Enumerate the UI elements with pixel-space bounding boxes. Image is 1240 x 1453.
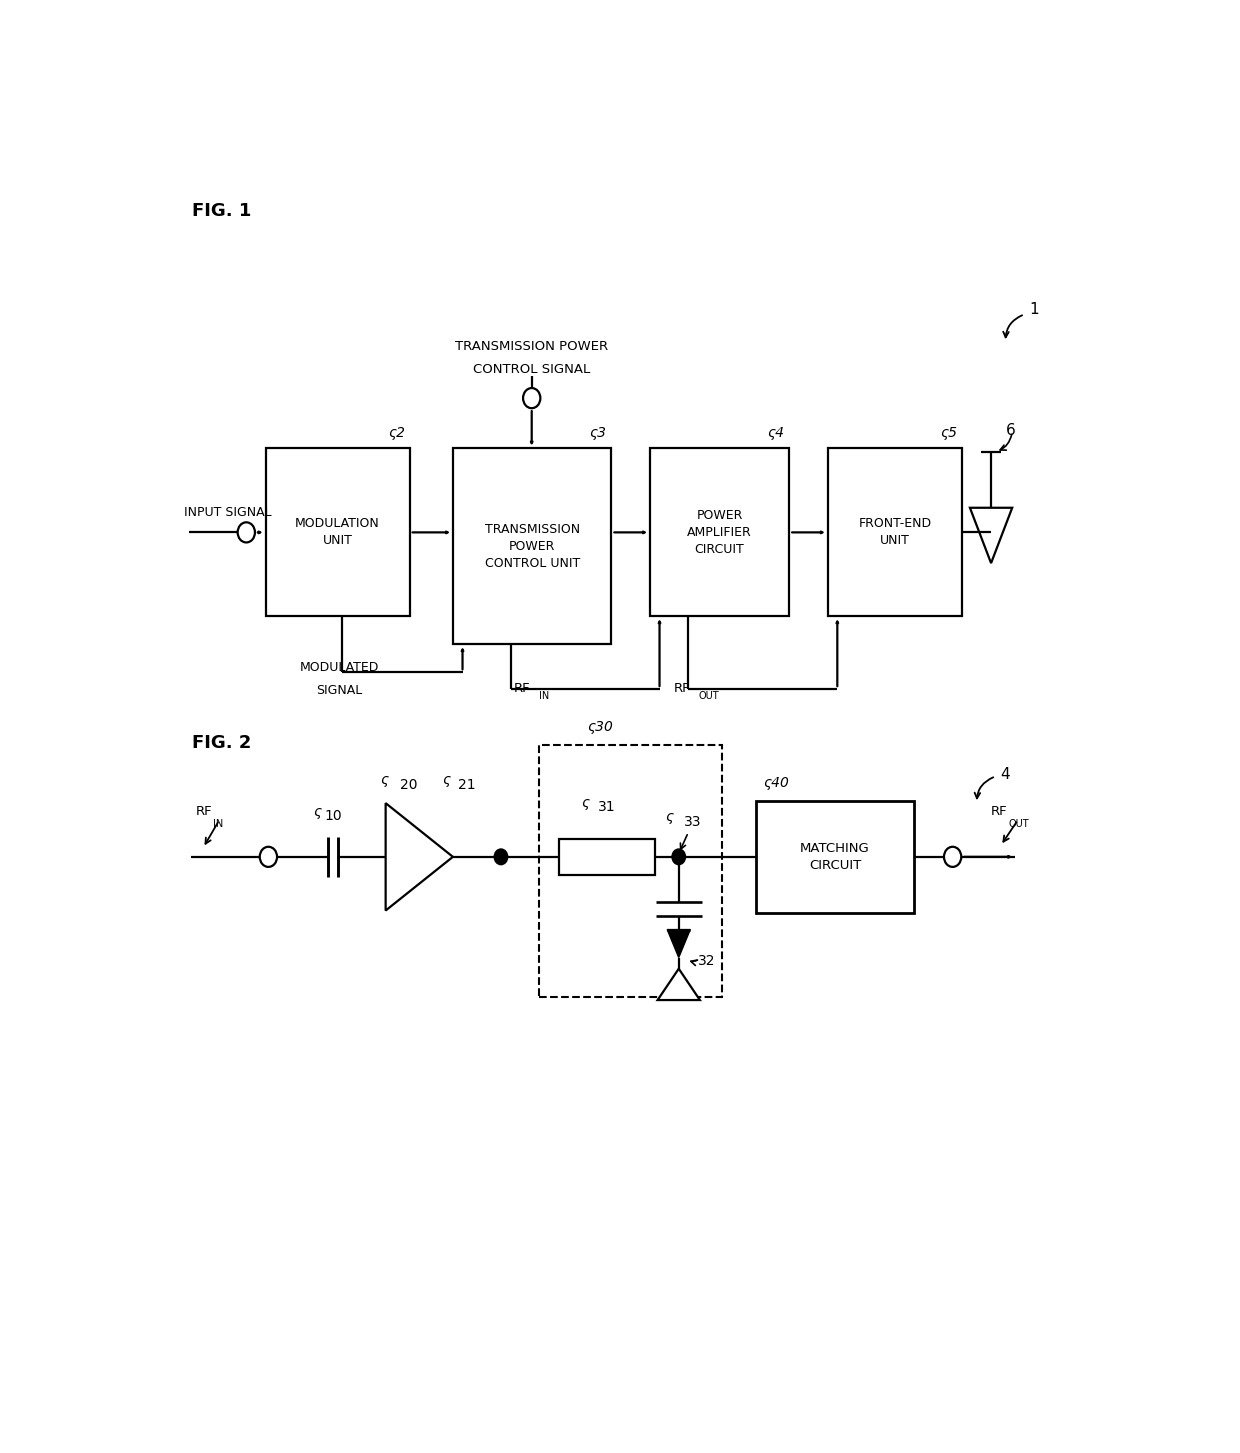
Text: INPUT SIGNAL: INPUT SIGNAL [184,506,272,519]
Text: ς: ς [314,805,321,819]
Text: TRANSMISSION
POWER
CONTROL UNIT: TRANSMISSION POWER CONTROL UNIT [485,523,580,570]
Text: 32: 32 [698,953,715,968]
Text: MODULATED: MODULATED [300,661,379,674]
Text: ς: ς [441,773,450,788]
Text: OUT: OUT [1008,819,1029,828]
Circle shape [672,849,686,865]
Text: 21: 21 [458,777,475,792]
Text: 4: 4 [1001,767,1011,782]
Text: FIG. 2: FIG. 2 [191,734,250,751]
Bar [265,449,409,616]
Text: 20: 20 [401,777,418,792]
Text: ς4: ς4 [768,426,785,439]
Bar [453,449,611,644]
Bar [828,449,962,616]
Polygon shape [970,507,1012,564]
Text: 33: 33 [683,815,701,828]
Bar [755,801,914,912]
Text: MATCHING
CIRCUIT: MATCHING CIRCUIT [800,841,869,872]
Text: TRANSMISSION POWER: TRANSMISSION POWER [455,340,609,353]
Bar [539,745,722,997]
Text: FIG. 1: FIG. 1 [191,202,250,221]
Polygon shape [667,930,691,958]
Text: ς3: ς3 [590,426,606,439]
Text: RF: RF [673,683,689,696]
Text: 10: 10 [324,809,341,824]
Text: 31: 31 [598,801,615,814]
Text: 1: 1 [1029,302,1039,317]
Text: ς40: ς40 [764,776,789,790]
Text: IN: IN [539,692,549,702]
Text: ς5: ς5 [940,426,957,439]
Text: ς: ς [666,811,675,824]
Polygon shape [386,804,453,911]
Text: POWER
AMPLIFIER
CIRCUIT: POWER AMPLIFIER CIRCUIT [687,509,751,556]
Text: IN: IN [213,819,223,828]
Text: CONTROL SIGNAL: CONTROL SIGNAL [474,363,590,376]
Text: 6: 6 [1006,423,1016,437]
Bar [650,449,789,616]
Polygon shape [657,969,699,1000]
Text: ς2: ς2 [388,426,404,439]
Bar [558,838,655,875]
Text: ς30: ς30 [588,719,614,734]
Text: FRONT-END
UNIT: FRONT-END UNIT [858,517,931,548]
Text: SIGNAL: SIGNAL [316,684,362,697]
Text: ς: ς [381,773,388,788]
Text: RF: RF [513,683,531,696]
Text: OUT: OUT [699,692,719,702]
Text: ς: ς [582,796,589,809]
Circle shape [495,849,507,865]
Text: RF: RF [991,805,1008,818]
Text: MODULATION
UNIT: MODULATION UNIT [295,517,379,548]
Text: RF: RF [196,805,212,818]
